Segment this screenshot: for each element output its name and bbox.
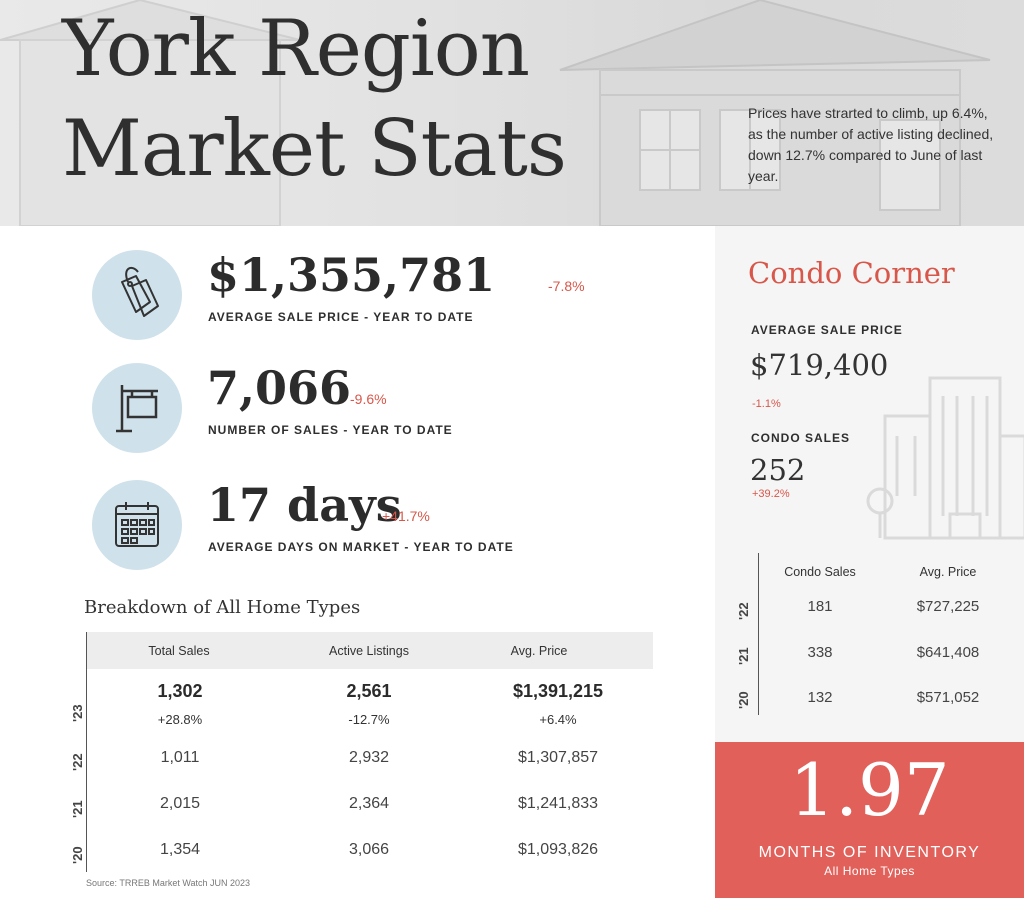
table-cell: 181 [807,598,833,615]
condo-avg-price-label: AVERAGE SALE PRICE [751,323,903,337]
condo-building-icon [866,376,1024,540]
months-of-inventory-card: 1.97 MONTHS OF INVENTORY All Home Types [715,742,1024,898]
table-cell: $641,408 [916,644,980,661]
row-year-label: '21 [70,800,85,818]
condo-sales-label: CONDO SALES [751,431,851,445]
header-banner: York Region Market Stats Prices have str… [0,0,1024,226]
table-cell: 2,364 [348,795,390,812]
table-divider [86,632,87,872]
inventory-sublabel: All Home Types [824,864,915,878]
stat-label: AVERAGE SALE PRICE - YEAR TO DATE [208,310,474,324]
table-cell: 132 [807,689,833,706]
row-year-label: '22 [70,753,85,771]
table-cell-change: +6.4% [539,712,577,727]
table-cell: 2,932 [348,749,390,766]
table-cell: $1,093,826 [517,841,599,858]
stat-change: -9.6% [350,391,387,407]
table-header: Total Sales Active Listings Avg. Price [87,632,653,669]
row-year-label: '20 [736,691,751,709]
table-cell: 2,015 [159,795,201,812]
table-cell: 1,302 [157,681,203,701]
table-cell: 3,066 [348,841,390,858]
price-tag-icon [121,266,159,317]
stat-value: $1,355,781 [207,248,496,302]
page-title-line-2: Market Stats [62,104,567,194]
condo-sales: 252 [750,453,806,487]
stat-days-on-market: 17 days +41.7% AVERAGE DAYS ON MARKET - … [92,480,612,572]
condo-corner-panel: Condo Corner AVERAGE SALE PRICE $719,400… [715,226,1024,742]
table-divider [758,553,759,715]
intro-text: Prices have strarted to climb, up 6.4%, … [748,105,994,184]
page-title-line-1: York Region [62,4,530,94]
stat-icon-circle [92,480,182,570]
stat-label: AVERAGE DAYS ON MARKET - YEAR TO DATE [208,540,514,554]
column-header: Condo Sales [784,565,856,579]
table-cell: $1,391,215 [512,681,604,701]
column-header: Active Listings [329,644,409,658]
row-year-label: '22 [736,602,751,620]
row-year-label: '23 [70,704,85,722]
table-cell-change: +28.8% [157,712,203,727]
table-cell: 1,011 [160,749,200,766]
condo-corner-title: Condo Corner [748,256,955,290]
inventory-label: MONTHS OF INVENTORY [758,844,981,861]
table-cell: $727,225 [916,598,980,615]
row-year-label: '20 [70,846,85,864]
condo-avg-price: $719,400 [750,348,889,382]
table-cell: 338 [807,644,833,661]
stat-change: -7.8% [548,278,585,294]
stat-change: +41.7% [382,508,430,524]
table-cell: 1,354 [159,841,201,858]
row-year-label: '21 [736,647,751,665]
sale-sign-icon [116,385,158,433]
table-cell: $1,307,857 [517,749,599,766]
stat-average-sale-price: $1,355,781 -7.8% AVERAGE SALE PRICE - YE… [92,250,612,342]
condo-avg-price-change: -1.1% [752,398,781,410]
column-header: Avg. Price [919,565,977,579]
table-cell: 2,561 [346,681,392,701]
table-cell: $571,052 [916,689,980,706]
breakdown-title: Breakdown of All Home Types [84,597,361,618]
calendar-icon [115,502,159,547]
table-cell: $1,241,833 [517,795,599,812]
house-background-image [0,0,991,226]
stat-icon-circle [92,250,182,340]
stat-number-of-sales: 7,066 -9.6% NUMBER OF SALES - YEAR TO DA… [92,363,612,455]
inventory-value: 1.97 [789,748,950,832]
stat-icon-circle [92,363,182,453]
column-header: Avg. Price [510,644,568,658]
table-cell-change: -12.7% [348,712,390,727]
stat-value: 7,066 [207,361,352,415]
source-note: Source: TRREB Market Watch JUN 2023 [86,878,251,888]
stat-value: 17 days [207,478,402,532]
column-header: Total Sales [148,644,210,658]
condo-sales-change: +39.2% [752,488,790,500]
stat-label: NUMBER OF SALES - YEAR TO DATE [208,423,453,437]
